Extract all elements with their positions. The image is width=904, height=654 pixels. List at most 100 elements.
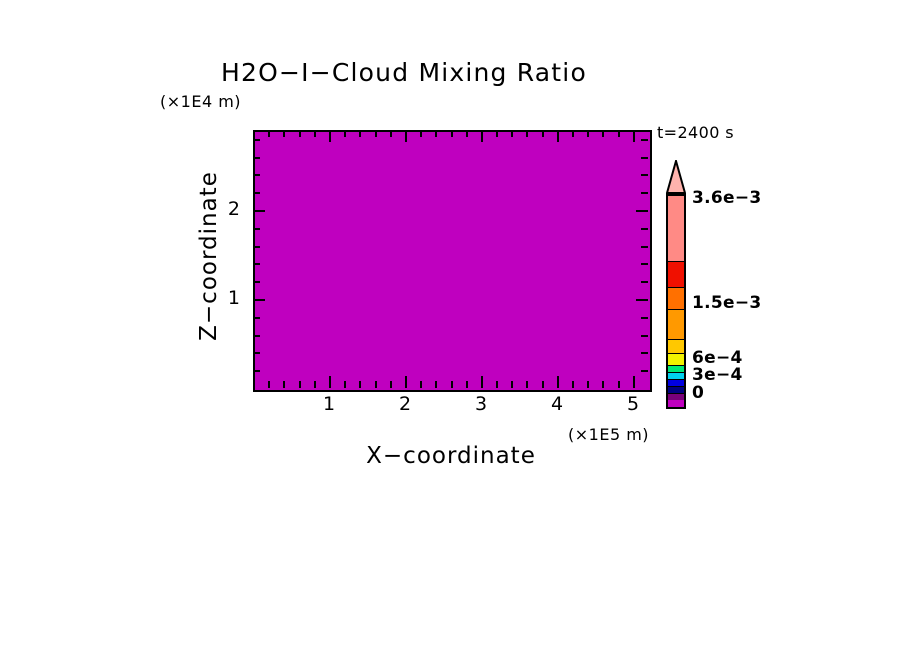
colorbar-segment (668, 393, 684, 400)
colorbar-segment (668, 353, 684, 365)
axis-tick (283, 130, 285, 137)
y-axis-unit-label: (×1E4 m) (160, 92, 242, 111)
axis-tick (466, 381, 468, 388)
axis-tick (253, 210, 265, 212)
axis-tick (253, 228, 260, 230)
axis-tick (359, 381, 361, 388)
colorbar-top-arrow-icon (665, 160, 687, 193)
colorbar-segment (668, 287, 684, 309)
axis-tick (602, 381, 604, 388)
axis-tick (390, 130, 392, 137)
axis-tick (253, 281, 260, 283)
x-tick-label: 5 (626, 393, 640, 415)
axis-tick (572, 381, 574, 388)
colorbar-label: 3e−4 (692, 365, 743, 385)
axis-tick (618, 130, 620, 137)
axis-tick (299, 381, 301, 388)
y-tick-label: 1 (227, 287, 240, 309)
axis-tick (253, 157, 260, 159)
x-axis-title: X−coordinate (366, 443, 536, 469)
axis-tick (253, 352, 260, 354)
axis-tick (268, 381, 270, 388)
axis-tick (542, 381, 544, 388)
axis-tick (542, 130, 544, 137)
colorbar-label: 1.5e−3 (692, 293, 762, 313)
axis-tick (633, 130, 635, 142)
axis-tick (375, 381, 377, 388)
colorbar-label: 3.6e−3 (692, 188, 762, 208)
axis-tick (375, 130, 377, 137)
colorbar-segment (668, 400, 684, 407)
axis-tick (641, 263, 648, 265)
colorbar-segment (668, 365, 684, 372)
axis-tick (511, 381, 513, 388)
axis-tick (466, 130, 468, 137)
axis-tick (526, 381, 528, 388)
axis-tick (253, 192, 260, 194)
axis-tick (602, 130, 604, 137)
axis-tick (641, 174, 648, 176)
axis-tick (314, 130, 316, 137)
colorbar-segment (668, 386, 684, 393)
axis-tick (641, 317, 648, 319)
axis-tick (314, 381, 316, 388)
axis-tick (636, 210, 648, 212)
axis-tick (435, 381, 437, 388)
axis-tick (641, 192, 648, 194)
axis-tick (587, 130, 589, 137)
x-tick-label: 3 (474, 393, 488, 415)
axis-tick (633, 376, 635, 388)
axis-tick (641, 246, 648, 248)
axis-tick (253, 246, 260, 248)
axis-tick (641, 157, 648, 159)
axis-tick (420, 381, 422, 388)
axis-tick (511, 130, 513, 137)
axis-tick (618, 381, 620, 388)
axis-tick (557, 376, 559, 388)
axis-tick (344, 381, 346, 388)
axis-tick (253, 263, 260, 265)
axis-tick (496, 130, 498, 137)
colorbar-label: 0 (692, 383, 705, 403)
axis-tick (481, 376, 483, 388)
axis-tick (641, 335, 648, 337)
axis-tick (641, 370, 648, 372)
axis-tick (420, 130, 422, 137)
axis-tick (641, 228, 648, 230)
x-axis-unit-label: (×1E5 m) (568, 425, 650, 444)
axis-tick (405, 376, 407, 388)
x-tick-label: 1 (322, 393, 336, 415)
y-axis-title: Z−coordinate (196, 171, 222, 341)
axis-tick (283, 381, 285, 388)
colorbar-segment (668, 372, 684, 379)
axis-tick (329, 376, 331, 388)
axis-tick (359, 130, 361, 137)
axis-tick (268, 130, 270, 137)
axis-tick (435, 130, 437, 137)
axis-tick (636, 299, 648, 301)
axis-tick (526, 130, 528, 137)
time-stamp-label: t=2400 s (657, 123, 735, 142)
plot-area[interactable] (253, 130, 652, 392)
colorbar[interactable] (664, 160, 688, 409)
y-tick-label: 2 (227, 198, 240, 220)
colorbar-segment (668, 339, 684, 353)
axis-tick (641, 281, 648, 283)
axis-tick (253, 317, 260, 319)
axis-tick (451, 381, 453, 388)
x-tick-label: 2 (398, 393, 412, 415)
axis-tick (253, 139, 260, 141)
axis-tick (390, 381, 392, 388)
axis-tick (253, 370, 260, 372)
colorbar-segment (668, 309, 684, 339)
axis-tick (253, 174, 260, 176)
x-tick-label: 4 (550, 393, 564, 415)
axis-tick (587, 381, 589, 388)
axis-tick (641, 352, 648, 354)
colorbar-segment (668, 261, 684, 287)
axis-tick (405, 130, 407, 142)
axis-tick (496, 381, 498, 388)
axis-tick (641, 139, 648, 141)
axis-tick (253, 299, 265, 301)
